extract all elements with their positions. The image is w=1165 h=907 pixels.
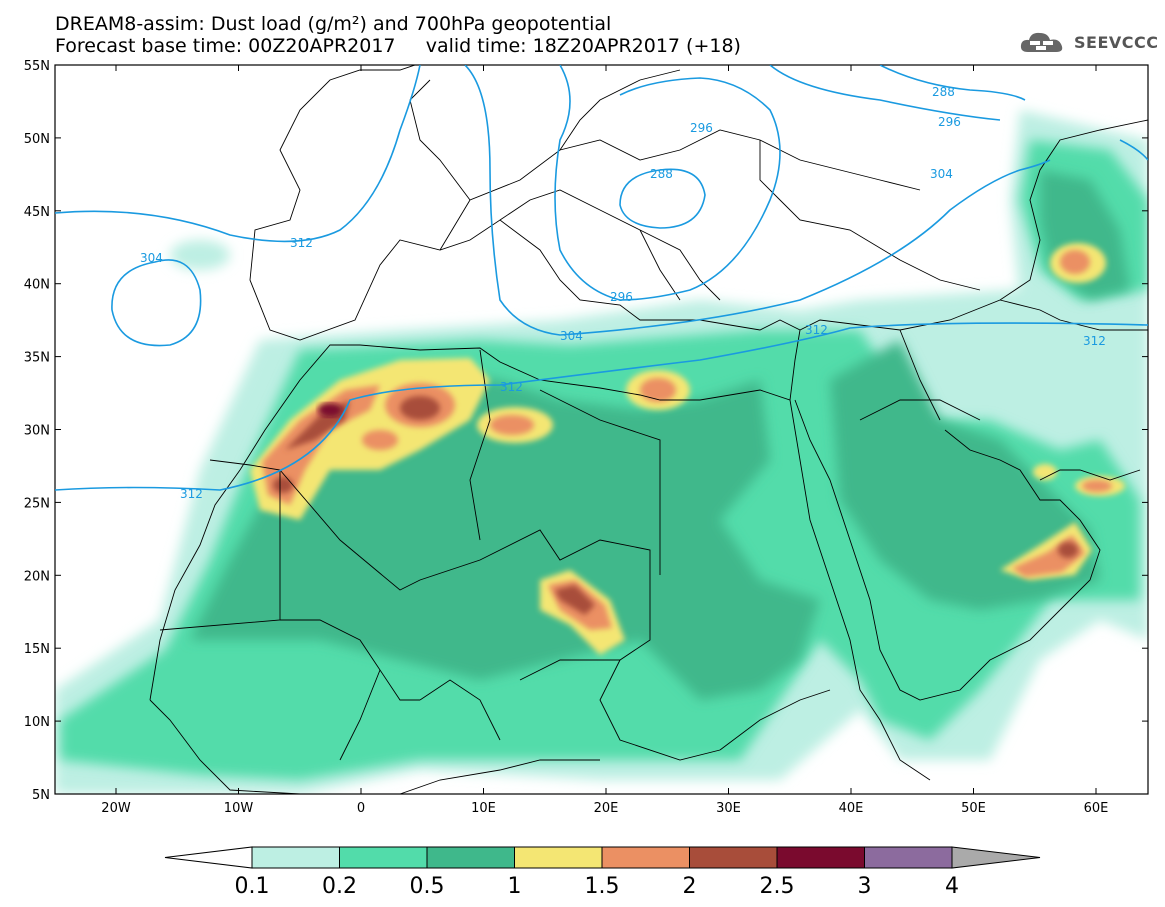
isoline-label-288: 288 xyxy=(932,85,955,99)
colorbar-segment xyxy=(426,846,515,869)
lon-tick-label: 30E xyxy=(716,801,741,816)
lon-tick-label: 0 xyxy=(357,801,365,816)
lon-tick-label: 40E xyxy=(839,801,864,816)
lon-tick-label: 20W xyxy=(101,801,131,816)
isoline-label-304: 304 xyxy=(140,251,163,265)
lat-tick-label: 45N xyxy=(24,205,50,220)
isoline-label-312: 312 xyxy=(1083,334,1106,348)
colorbar-segment xyxy=(251,846,340,869)
lon-tick-label: 60E xyxy=(1084,801,1109,816)
colorbar-low-arrow xyxy=(164,846,253,869)
lon-tick-label: 20E xyxy=(594,801,619,816)
lat-tick-label: 20N xyxy=(24,569,50,584)
lat-tick-label: 25N xyxy=(24,496,50,511)
colorbar: 0.1 0.2 0.5 1 1.5 2 2.5 3 4 xyxy=(164,846,1041,899)
isoline-label-304: 304 xyxy=(930,167,953,181)
colorbar-segment xyxy=(514,846,603,869)
colorbar-label: 2 xyxy=(683,874,697,899)
lat-tick-label: 10N xyxy=(24,715,50,730)
lat-tick-label: 50N xyxy=(24,132,50,147)
lat-tick-label: 35N xyxy=(24,351,50,366)
colorbar-segment xyxy=(776,846,865,869)
colorbar-segment xyxy=(689,846,778,869)
lat-tick-label: 15N xyxy=(24,642,50,657)
colorbar-label: 0.1 xyxy=(235,874,270,899)
colorbar-label: 0.2 xyxy=(322,874,357,899)
dust-field xyxy=(55,65,1148,794)
isoline-label-312: 312 xyxy=(500,380,523,394)
map-title-line-1: DREAM8-assim: Dust load (g/m²) and 700hP… xyxy=(55,13,612,35)
colorbar-label: 1.5 xyxy=(585,874,620,899)
isoline-label-304: 304 xyxy=(560,329,583,343)
isoline-label-296: 296 xyxy=(938,115,961,129)
isoline-label-312: 312 xyxy=(290,236,313,250)
isoline-label-288: 288 xyxy=(650,167,673,181)
logo-text: SEEVCCC xyxy=(1074,32,1159,52)
colorbar-label: 3 xyxy=(858,874,872,899)
colorbar-label: 4 xyxy=(945,874,959,899)
colorbar-label: 0.5 xyxy=(410,874,445,899)
seevccc-logo: SEEVCCC xyxy=(1018,28,1159,56)
lat-tick-label: 40N xyxy=(24,278,50,293)
colorbar-segment xyxy=(864,846,953,869)
map-title-line-2: Forecast base time: 00Z20APR2017 valid t… xyxy=(55,35,741,57)
isoline-label-312: 312 xyxy=(180,487,203,501)
isoline-label-296: 296 xyxy=(690,121,713,135)
isoline-label-312: 312 xyxy=(805,323,828,337)
lat-tick-label: 30N xyxy=(24,424,50,439)
lon-tick-label: 10W xyxy=(224,801,254,816)
geopotential-isolines xyxy=(55,65,1148,491)
colorbar-label: 2.5 xyxy=(760,874,795,899)
lat-tick-label: 55N xyxy=(24,59,50,74)
lon-tick-label: 10E xyxy=(471,801,496,816)
cloud-logo-icon xyxy=(1020,32,1063,52)
colorbar-high-arrow xyxy=(951,846,1041,869)
colorbar-segment xyxy=(339,846,428,869)
isoline-label-296: 296 xyxy=(610,290,633,304)
colorbar-label: 1 xyxy=(508,874,522,899)
isoline-labels: 304 312 312 312 312 312 304 304 296 296 … xyxy=(140,85,1106,501)
lon-tick-label: 50E xyxy=(961,801,986,816)
colorbar-segment xyxy=(601,846,690,869)
lat-tick-label: 5N xyxy=(32,788,50,803)
